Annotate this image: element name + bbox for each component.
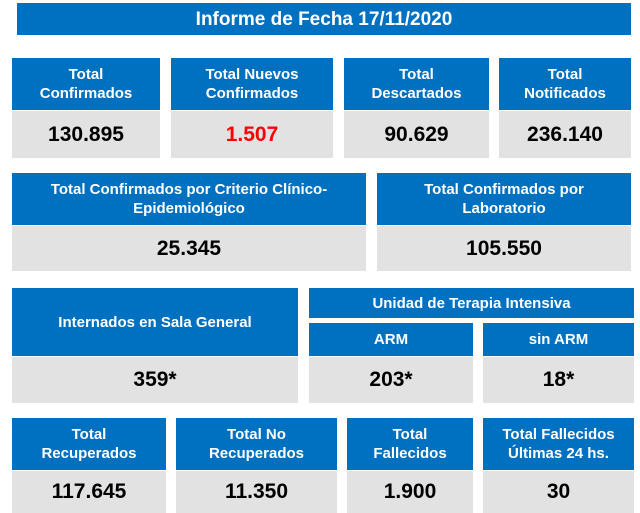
nuevos-confirmados-value: 1.507 bbox=[171, 111, 333, 158]
laboratorio-label: Total Confirmados por Laboratorio bbox=[377, 173, 631, 225]
laboratorio-value: 105.550 bbox=[377, 226, 631, 271]
sala-general-label: Internados en Sala General bbox=[12, 288, 298, 356]
notificados-value: 236.140 bbox=[499, 111, 631, 158]
arm-label: ARM bbox=[309, 323, 473, 356]
nuevos-confirmados-label: Total Nuevos Confirmados bbox=[171, 58, 333, 110]
total-confirmados-label: Total Confirmados bbox=[12, 58, 160, 110]
fallecidos-label: Total Fallecidos bbox=[347, 418, 473, 470]
sala-general-value: 359* bbox=[12, 357, 298, 403]
fallecidos-24h-label: Total Fallecidos Últimas 24 hs. bbox=[483, 418, 634, 470]
notificados-label: Total Notificados bbox=[499, 58, 631, 110]
uti-label: Unidad de Terapia Intensiva bbox=[309, 288, 634, 318]
recuperados-label: Total Recuperados bbox=[12, 418, 166, 470]
total-confirmados-value: 130.895 bbox=[12, 111, 160, 158]
fallecidos-24h-value: 30 bbox=[483, 471, 634, 513]
arm-value: 203* bbox=[309, 357, 473, 403]
sin-arm-value: 18* bbox=[483, 357, 634, 403]
recuperados-value: 117.645 bbox=[12, 471, 166, 513]
sin-arm-label: sin ARM bbox=[483, 323, 634, 356]
fallecidos-value: 1.900 bbox=[347, 471, 473, 513]
no-recuperados-value: 11.350 bbox=[176, 471, 337, 513]
descartados-label: Total Descartados bbox=[344, 58, 489, 110]
descartados-value: 90.629 bbox=[344, 111, 489, 158]
no-recuperados-label: Total No Recuperados bbox=[176, 418, 337, 470]
criterio-clinico-value: 25.345 bbox=[12, 226, 366, 271]
report-title: Informe de Fecha 17/11/2020 bbox=[17, 3, 631, 35]
criterio-clinico-label: Total Confirmados por Criterio Clínico- … bbox=[12, 173, 366, 225]
